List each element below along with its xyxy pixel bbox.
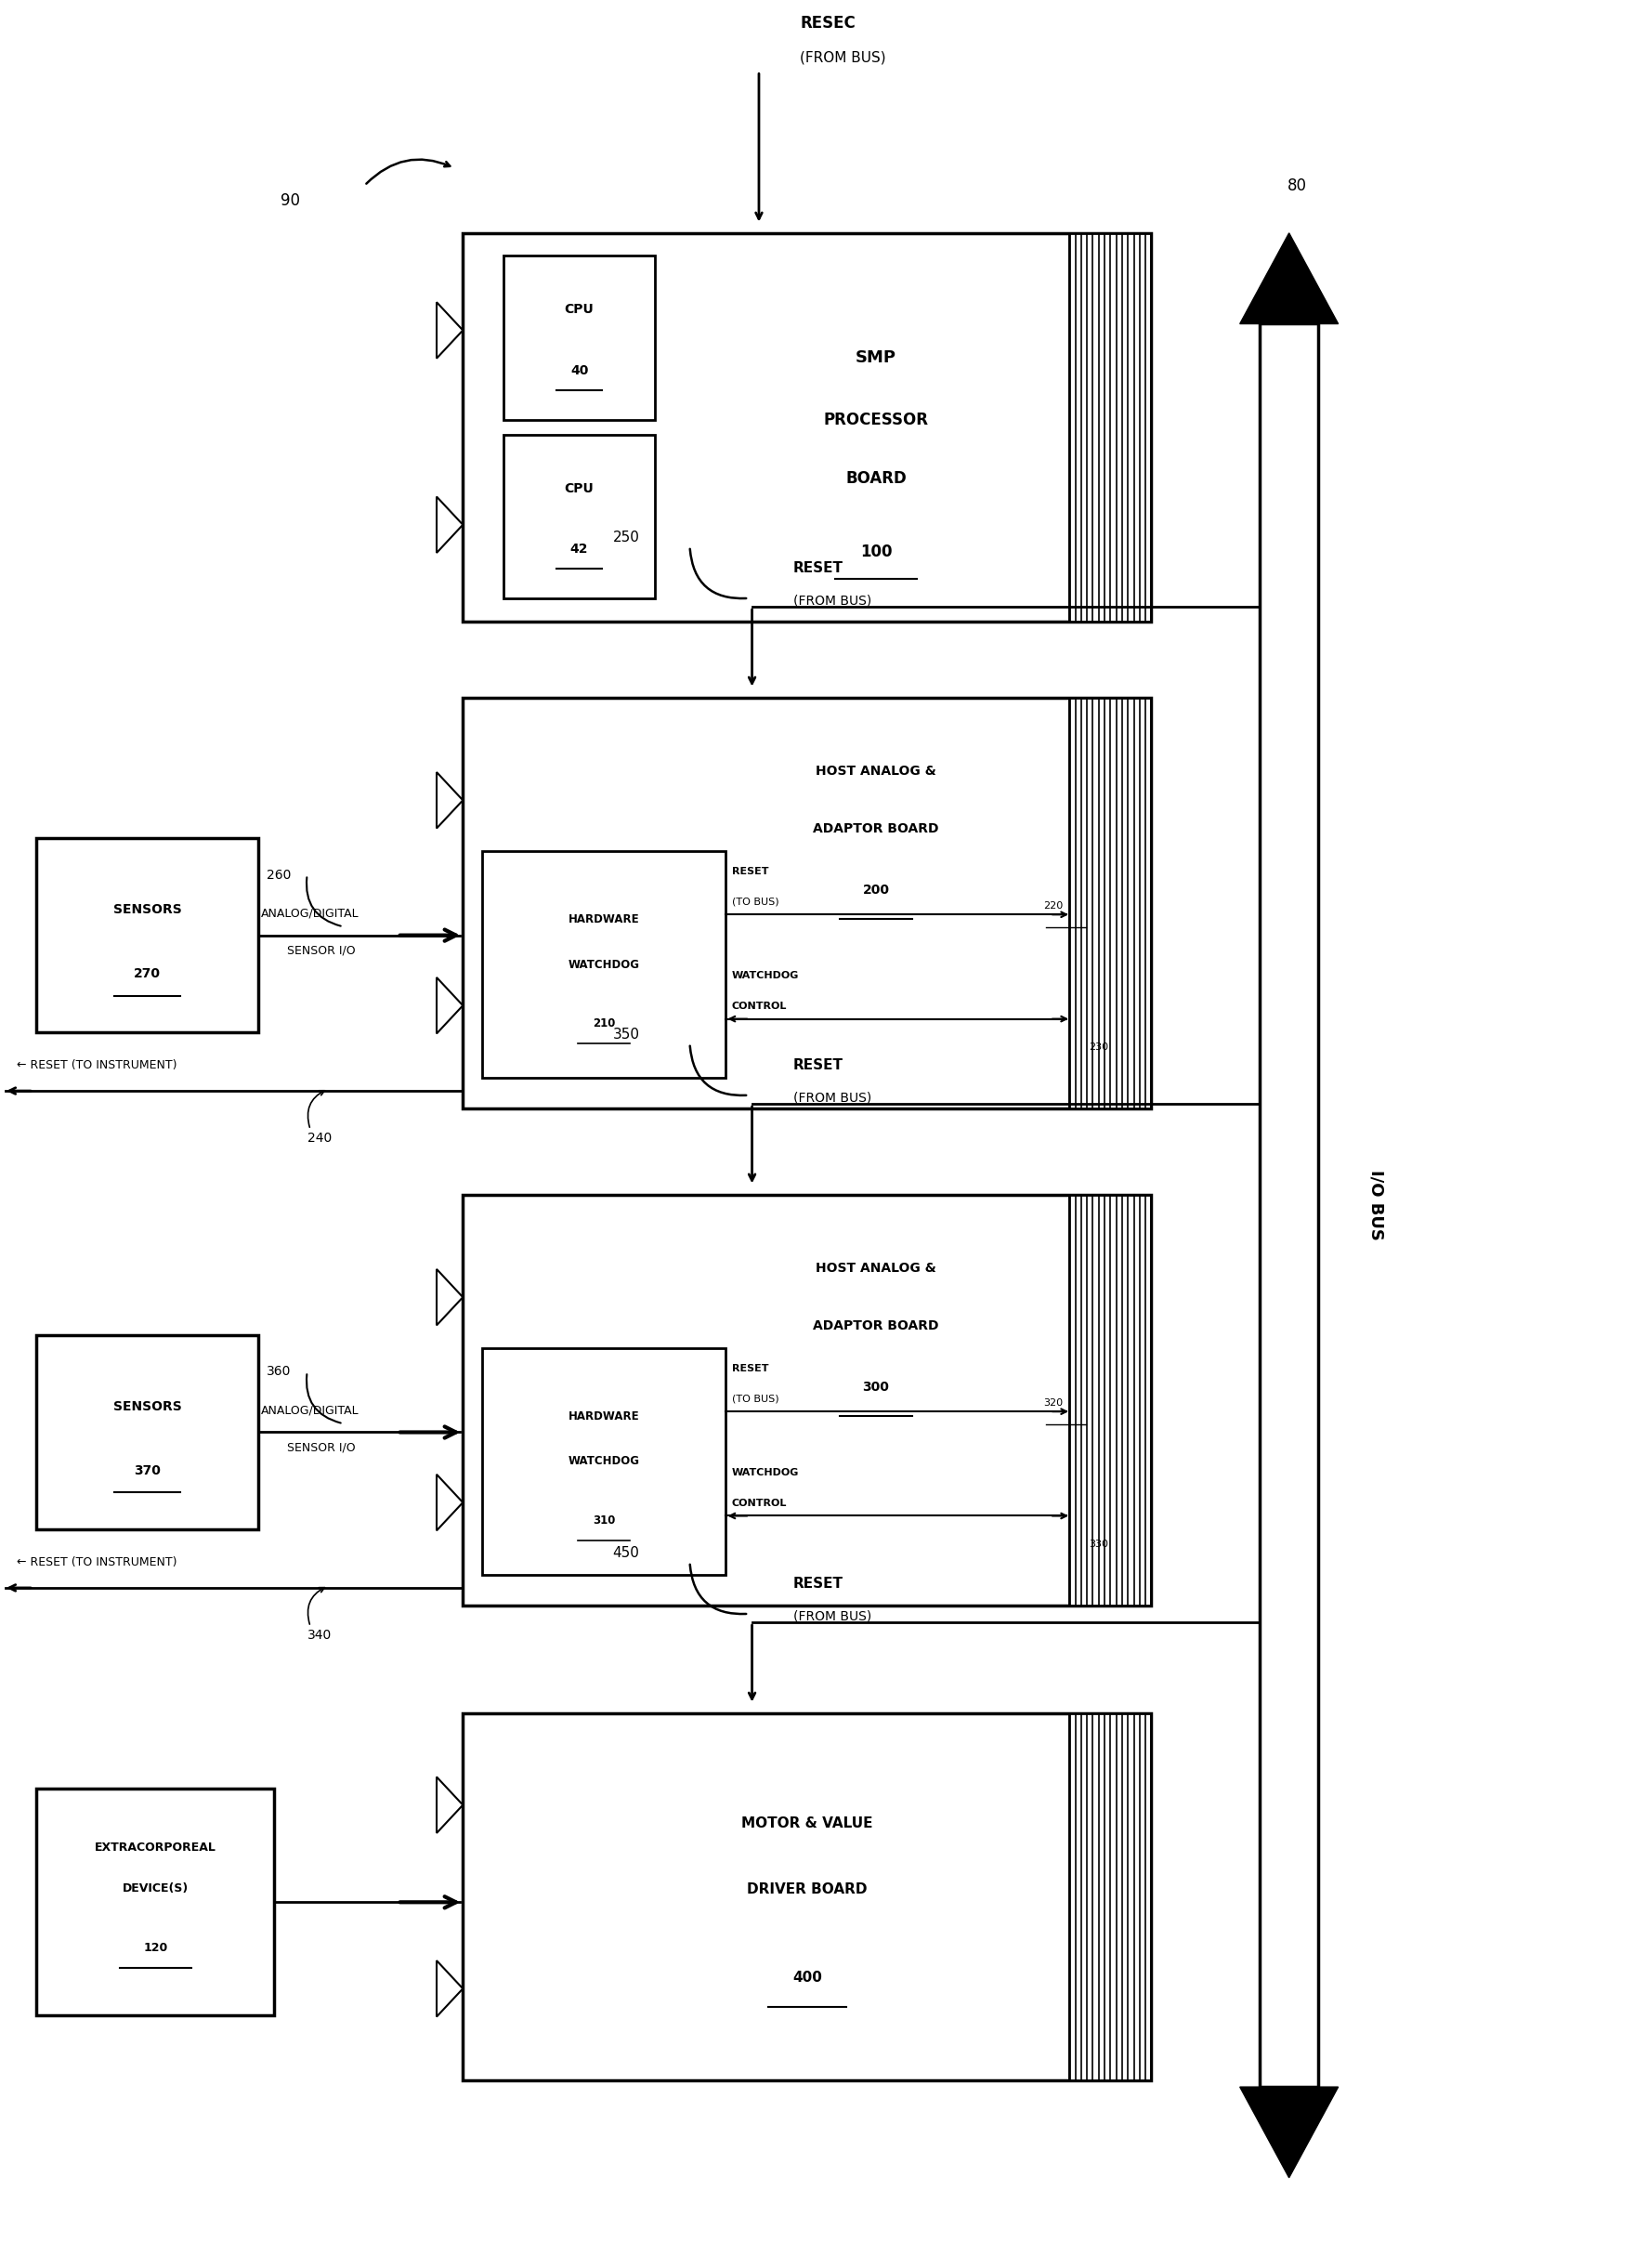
Text: SENSOR I/O: SENSOR I/O: [288, 943, 356, 957]
Text: 310: 310: [593, 1515, 616, 1526]
Text: (FROM BUS): (FROM BUS): [792, 594, 871, 608]
Bar: [1069, 699, 1151, 1109]
Text: 90: 90: [282, 193, 300, 209]
Text: ← RESET (TO INSTRUMENT): ← RESET (TO INSTRUMENT): [16, 1059, 178, 1070]
Text: WATCHDOG: WATCHDOG: [568, 959, 639, 971]
Text: RESET: RESET: [731, 866, 769, 875]
Text: 330: 330: [1089, 1540, 1108, 1549]
Text: DRIVER BOARD: DRIVER BOARD: [748, 1882, 868, 1896]
Text: 370: 370: [133, 1465, 161, 1479]
Text: SMP: SMP: [855, 349, 896, 365]
Text: HOST ANALOG &: HOST ANALOG &: [815, 1261, 935, 1275]
Text: 230: 230: [1089, 1043, 1108, 1052]
Text: RESET: RESET: [792, 1576, 843, 1590]
Bar: [504, 256, 654, 420]
Text: 80: 80: [1288, 177, 1308, 195]
Text: 200: 200: [863, 885, 889, 898]
Text: HOST ANALOG &: HOST ANALOG &: [815, 764, 935, 778]
Text: 450: 450: [613, 1547, 639, 1560]
Polygon shape: [436, 302, 463, 358]
Text: 42: 42: [570, 542, 588, 556]
Bar: [483, 850, 725, 1077]
Bar: [36, 1789, 275, 2016]
Text: SENSOR I/O: SENSOR I/O: [288, 1442, 356, 1454]
Text: DEVICE(S): DEVICE(S): [122, 1882, 189, 1894]
Text: ADAPTOR BOARD: ADAPTOR BOARD: [814, 1320, 939, 1331]
Text: (FROM BUS): (FROM BUS): [792, 1610, 871, 1622]
Bar: [483, 1347, 725, 1574]
Polygon shape: [436, 1270, 463, 1325]
Text: 350: 350: [613, 1027, 639, 1041]
Text: 210: 210: [593, 1018, 616, 1030]
Text: (TO BUS): (TO BUS): [731, 1395, 779, 1404]
Polygon shape: [436, 1474, 463, 1531]
Text: CPU: CPU: [565, 483, 595, 494]
Bar: [463, 699, 1151, 1109]
Text: RESET: RESET: [792, 1057, 843, 1073]
Bar: [504, 435, 654, 599]
Text: SENSORS: SENSORS: [114, 903, 181, 916]
Text: 400: 400: [792, 1971, 822, 1984]
Text: WATCHDOG: WATCHDOG: [731, 1467, 799, 1476]
Text: 300: 300: [863, 1381, 889, 1395]
Text: PROCESSOR: PROCESSOR: [824, 411, 929, 429]
Text: 100: 100: [860, 544, 893, 560]
Text: 220: 220: [1043, 900, 1062, 909]
Bar: [463, 1712, 1151, 2080]
Bar: [1069, 1195, 1151, 1606]
Bar: [1069, 1712, 1151, 2080]
Text: (FROM BUS): (FROM BUS): [792, 1091, 871, 1105]
Text: CPU: CPU: [565, 304, 595, 315]
Text: WATCHDOG: WATCHDOG: [568, 1456, 639, 1467]
Text: 240: 240: [306, 1132, 331, 1145]
Text: EXTRACORPOREAL: EXTRACORPOREAL: [96, 1842, 216, 1853]
Bar: [1260, 324, 1319, 2087]
Text: I/O BUS: I/O BUS: [1367, 1170, 1385, 1241]
Text: (TO BUS): (TO BUS): [731, 896, 779, 907]
Polygon shape: [436, 1960, 463, 2016]
Text: 260: 260: [267, 869, 290, 882]
Bar: [36, 1336, 259, 1529]
Text: RESEC: RESEC: [800, 16, 855, 32]
Text: HARDWARE: HARDWARE: [568, 1411, 639, 1422]
Text: ANALOG/DIGITAL: ANALOG/DIGITAL: [262, 907, 359, 921]
Text: 320: 320: [1043, 1397, 1062, 1408]
Bar: [463, 234, 1151, 621]
Text: 40: 40: [570, 363, 588, 376]
Text: (FROM BUS): (FROM BUS): [800, 52, 886, 66]
Text: 120: 120: [143, 1941, 168, 1953]
Text: RESET: RESET: [731, 1363, 769, 1372]
Text: CONTROL: CONTROL: [731, 1000, 787, 1012]
Polygon shape: [436, 978, 463, 1034]
Polygon shape: [1240, 234, 1339, 324]
Polygon shape: [436, 497, 463, 553]
Bar: [36, 839, 259, 1032]
Polygon shape: [1240, 2087, 1339, 2177]
Text: 360: 360: [267, 1365, 290, 1379]
Text: RESET: RESET: [792, 560, 843, 574]
Bar: [463, 1195, 1151, 1606]
Bar: [1069, 234, 1151, 621]
Text: WATCHDOG: WATCHDOG: [731, 971, 799, 980]
Text: ANALOG/DIGITAL: ANALOG/DIGITAL: [262, 1404, 359, 1418]
Text: HARDWARE: HARDWARE: [568, 914, 639, 925]
Text: SENSORS: SENSORS: [114, 1399, 181, 1413]
Text: CONTROL: CONTROL: [731, 1499, 787, 1508]
Text: 340: 340: [306, 1628, 331, 1642]
Text: 270: 270: [133, 968, 161, 980]
Text: BOARD: BOARD: [845, 469, 906, 485]
Text: 250: 250: [613, 531, 639, 544]
Text: MOTOR & VALUE: MOTOR & VALUE: [741, 1817, 873, 1830]
Text: ← RESET (TO INSTRUMENT): ← RESET (TO INSTRUMENT): [16, 1556, 178, 1567]
Polygon shape: [436, 771, 463, 828]
Polygon shape: [436, 1776, 463, 1833]
Text: ADAPTOR BOARD: ADAPTOR BOARD: [814, 823, 939, 835]
